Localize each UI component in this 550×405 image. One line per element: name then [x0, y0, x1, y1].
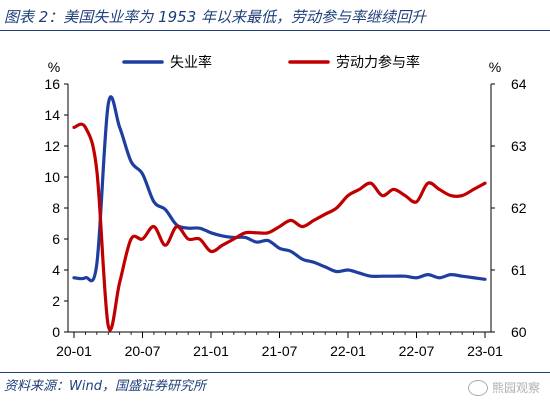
source-note: 资料来源：Wind，国盛证券研究所: [4, 379, 206, 394]
source-divider: [0, 372, 550, 373]
right-tick-label: 62: [511, 200, 527, 216]
left-tick-label: 6: [52, 231, 60, 247]
title-divider: [0, 30, 550, 31]
left-tick-label: 12: [44, 138, 60, 154]
right-tick-label: 63: [511, 138, 527, 154]
left-tick-label: 10: [44, 169, 60, 185]
watermark: 熊园观察: [467, 378, 540, 398]
right-tick-label: 64: [511, 76, 527, 92]
right-axis-unit: %: [489, 59, 501, 75]
right-tick-label: 61: [511, 262, 527, 278]
participation-rate-line: [72, 122, 487, 332]
legend: 失业率 劳动力参与率: [122, 54, 420, 71]
left-tick-label: 4: [52, 262, 60, 278]
right-tick-label: 60: [511, 324, 527, 340]
x-tick-label: 21-01: [193, 343, 229, 359]
chart-canvas: 0 2 4 6 8 10 12 14 16 60 61 62 63 64% % 20-01 20-07 21-01…: [44, 54, 526, 359]
watermark-text: 熊园观察: [491, 381, 540, 395]
axes-group: 0 2 4 6 8 10 12 14 16 60 61 62 63 64% % 20-01 20-07 21-01…: [44, 59, 526, 359]
x-tick-label: 21-07: [262, 343, 298, 359]
left-tick-label: 8: [52, 200, 60, 216]
left-tick-label: 0: [52, 324, 60, 340]
chart-title: 图表 2：美国失业率为 1953 年以来最低，劳动参与率继续回升: [4, 8, 427, 26]
wechat-icon: [467, 380, 488, 396]
left-tick-label: 2: [52, 293, 60, 309]
series-lines: [72, 95, 487, 332]
x-tick-label: 22-07: [399, 343, 435, 359]
x-tick-label: 23-01: [467, 343, 503, 359]
x-tick-label: 20-01: [56, 343, 92, 359]
unemployment-rate-line: [72, 95, 487, 283]
left-axis-unit: %: [48, 59, 60, 75]
legend-label-participation: 劳动力参与率: [336, 54, 420, 71]
left-tick-label: 16: [44, 76, 60, 92]
x-tick-label: 22-01: [330, 343, 366, 359]
x-tick-label: 20-07: [125, 343, 161, 359]
left-tick-label: 14: [44, 107, 60, 123]
legend-label-unemployment: 失业率: [170, 54, 212, 71]
